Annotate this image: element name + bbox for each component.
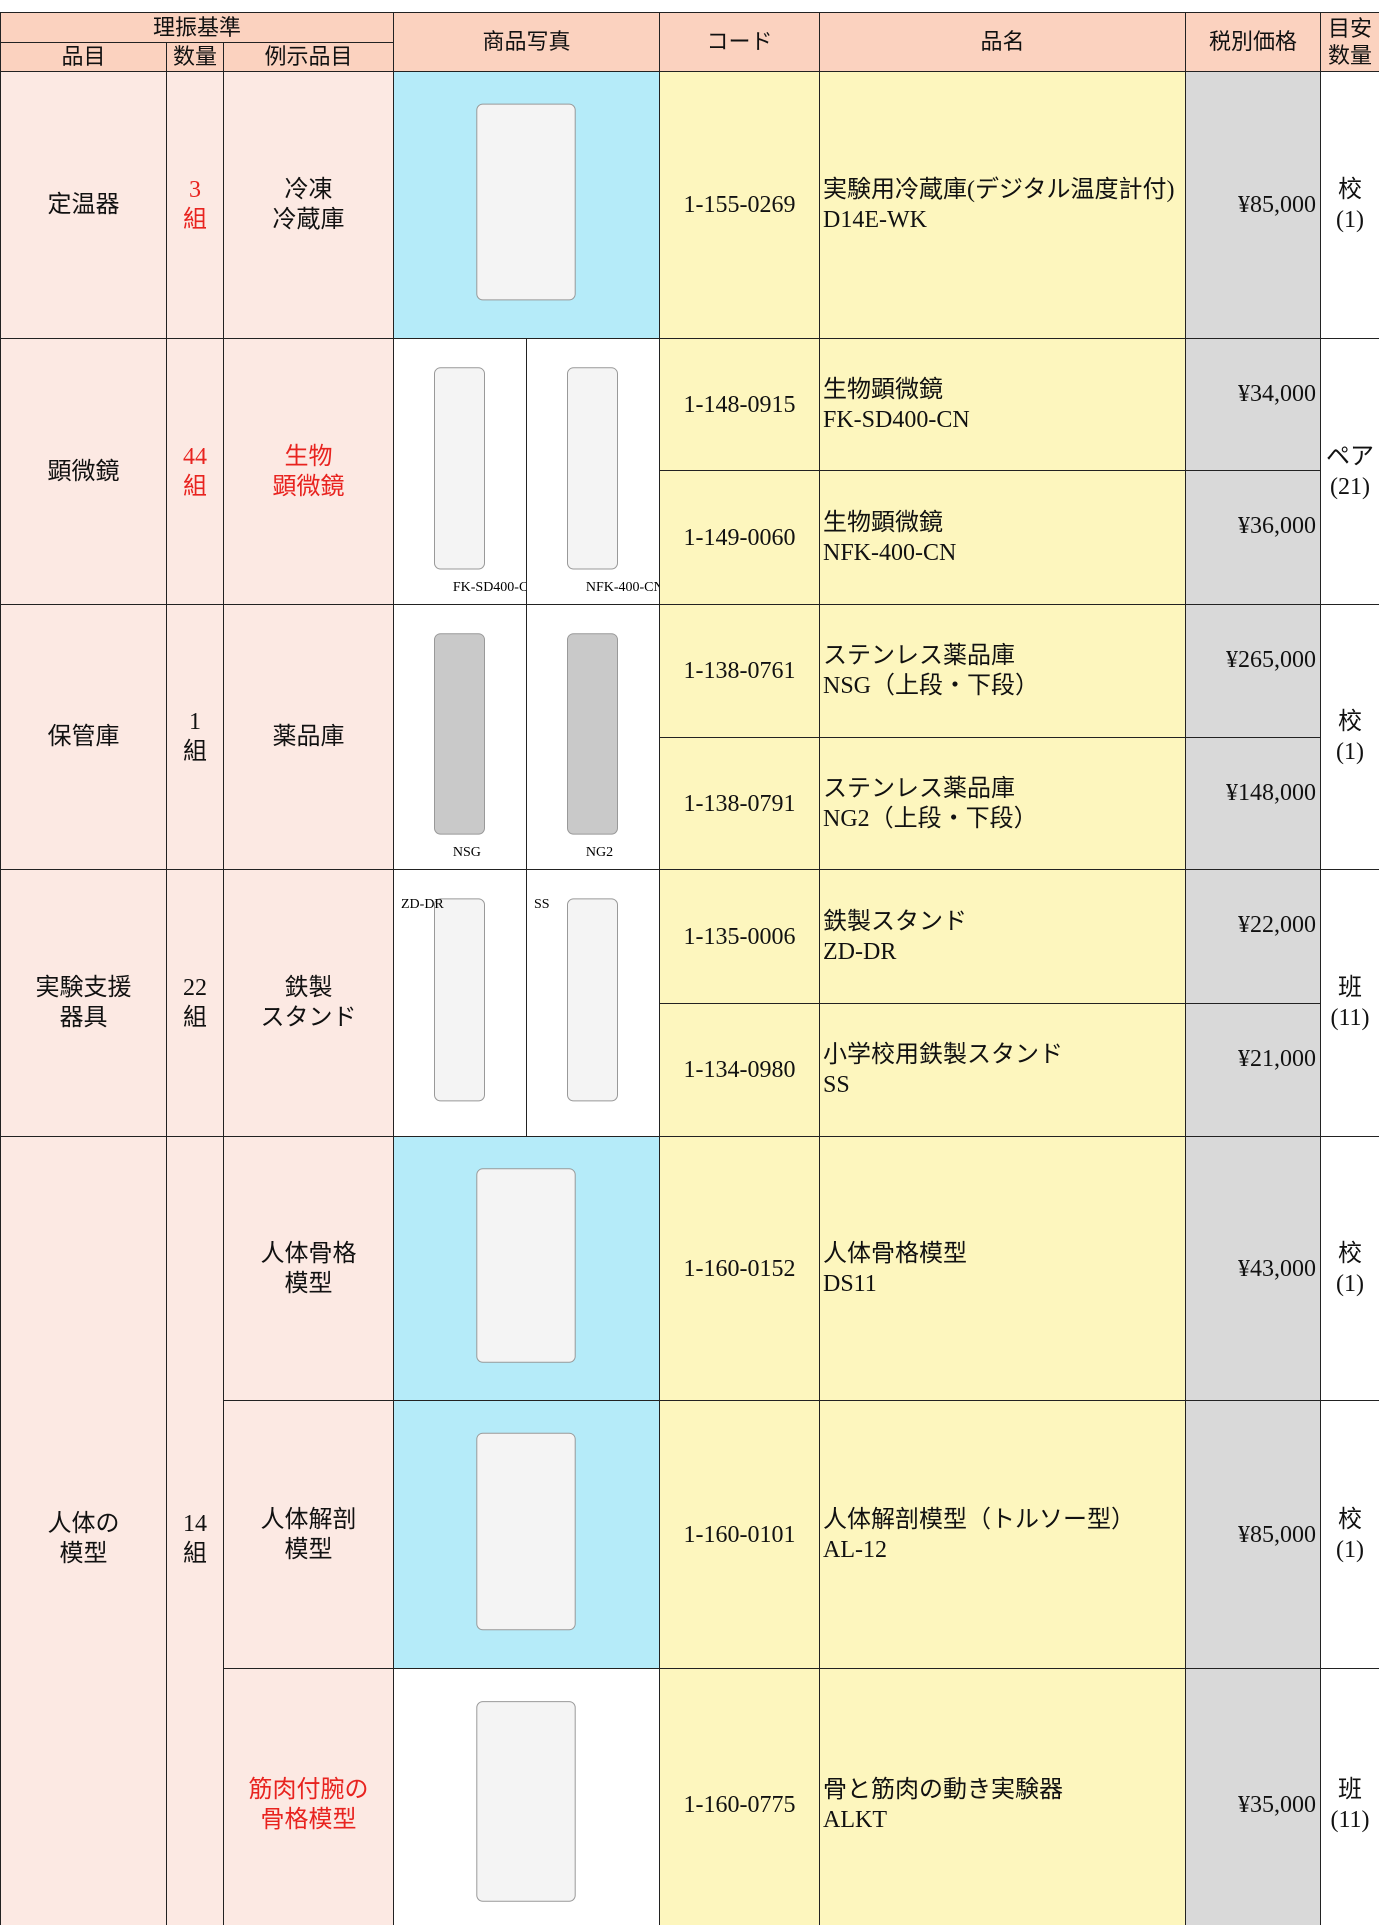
qty: 44 組 <box>166 338 224 605</box>
product-code: 1-135-0006 <box>659 869 820 1004</box>
example: 人体解剖 模型 <box>223 1400 394 1669</box>
product-price: ¥34,000 <box>1185 338 1321 471</box>
product-name: 生物顕微鏡 FK-SD400-CN <box>819 338 1186 471</box>
product-photo <box>567 633 618 835</box>
product-price: ¥265,000 <box>1185 604 1321 738</box>
header-cell: 品名 <box>819 12 1186 72</box>
qty-text: 組 <box>183 473 207 500</box>
product-price: ¥43,000 <box>1185 1136 1321 1401</box>
example: 鉄製 スタンド <box>223 869 394 1137</box>
product-price: ¥21,000 <box>1185 1003 1321 1137</box>
header-cell: 例示品目 <box>223 42 394 72</box>
product-photo <box>434 898 485 1102</box>
product-name: 鉄製スタンド ZD-DR <box>819 869 1186 1004</box>
target: 校 (1) <box>1320 1136 1379 1401</box>
product-photo <box>567 898 618 1102</box>
header-cell: 数量 <box>166 42 224 72</box>
product-photo <box>476 1432 576 1631</box>
item: 定温器 <box>0 71 167 339</box>
product-photo <box>434 633 485 835</box>
product-price: ¥35,000 <box>1185 1668 1321 1925</box>
product-name: ステンレス薬品庫 NSG（上段・下段） <box>819 604 1186 738</box>
qty-text: 22 <box>183 975 207 1001</box>
header-text: 目安 <box>1327 15 1372 41</box>
product-name: 人体解剖模型（トルソー型） AL-12 <box>819 1400 1186 1669</box>
product-photo <box>476 1168 576 1363</box>
product-code: 1-148-0915 <box>659 338 820 471</box>
product-name: 人体骨格模型 DS11 <box>819 1136 1186 1401</box>
qty: 22 組 <box>166 869 224 1137</box>
target: ペア (21) <box>1320 338 1379 605</box>
photo-caption: NFK-400-CN <box>585 580 664 595</box>
product-code: 1-138-0761 <box>659 604 820 738</box>
example: 薬品庫 <box>223 604 394 870</box>
product-name: 骨と筋肉の動き実験器 ALKT <box>819 1668 1186 1925</box>
qty-text: 3 <box>189 177 201 203</box>
target: 班 (11) <box>1320 1668 1379 1925</box>
example: 生物 顕微鏡 <box>223 338 394 605</box>
item: 顕微鏡 <box>0 338 167 605</box>
header-cell: 品目 <box>0 42 167 72</box>
qty-text: 14 <box>183 1510 207 1537</box>
product-code: 1-160-0775 <box>659 1668 820 1925</box>
qty-text: 組 <box>183 1005 207 1031</box>
product-name: ステンレス薬品庫 NG2（上段・下段） <box>819 737 1186 870</box>
product-code: 1-134-0980 <box>659 1003 820 1137</box>
product-name: 実験用冷蔵庫(デジタル温度計付) D14E-WK <box>819 71 1186 339</box>
product-price: ¥36,000 <box>1185 470 1321 605</box>
product-photo <box>476 1701 576 1902</box>
header-cell: 理振基準 <box>0 12 394 43</box>
qty-text: 組 <box>183 1540 207 1567</box>
product-code: 1-155-0269 <box>659 71 820 339</box>
photo-caption: NSG <box>452 845 481 860</box>
product-code: 1-160-0152 <box>659 1136 820 1401</box>
header-cell: 商品写真 <box>393 12 660 72</box>
header-cell: コード <box>659 12 820 72</box>
example: 筋肉付腕の 骨格模型 <box>223 1668 394 1925</box>
target: 校 (1) <box>1320 1400 1379 1669</box>
product-price: ¥22,000 <box>1185 869 1321 1004</box>
product-code: 1-160-0101 <box>659 1400 820 1669</box>
header-cell: 税別価格 <box>1185 12 1321 72</box>
item: 保管庫 <box>0 604 167 870</box>
product-price: ¥148,000 <box>1185 737 1321 870</box>
product-code: 1-138-0791 <box>659 737 820 870</box>
photo-caption: NG2 <box>585 845 614 860</box>
product-photo <box>567 367 618 570</box>
product-price: ¥85,000 <box>1185 1400 1321 1669</box>
qty-text: 組 <box>183 739 207 765</box>
product-price: ¥85,000 <box>1185 71 1321 339</box>
product-code: 1-149-0060 <box>659 470 820 605</box>
photo-caption: ZD-DR <box>401 897 444 912</box>
target: 校 (1) <box>1320 71 1379 339</box>
product-photo <box>476 103 576 301</box>
photo-caption: FK-SD400-CN <box>452 580 539 595</box>
product-photo <box>434 367 485 570</box>
example: 冷凍 冷蔵庫 <box>223 71 394 339</box>
header-text: 数量 <box>1327 43 1372 68</box>
qty-text: 1 <box>189 709 201 735</box>
item: 実験支援 器具 <box>0 869 167 1137</box>
photo-caption: SS <box>534 897 550 912</box>
item: 人体の 模型 <box>0 1136 167 1925</box>
qty-text: 44 <box>183 443 207 470</box>
product-name: 生物顕微鏡 NFK-400-CN <box>819 470 1186 605</box>
target: 班 (11) <box>1320 869 1379 1137</box>
qty-text: 組 <box>183 207 207 233</box>
example: 人体骨格 模型 <box>223 1136 394 1401</box>
target: 校 (1) <box>1320 604 1379 870</box>
qty: 14 組 <box>166 1136 224 1925</box>
header-cell: 目安 数量 <box>1320 12 1379 72</box>
product-name: 小学校用鉄製スタンド SS <box>819 1003 1186 1137</box>
